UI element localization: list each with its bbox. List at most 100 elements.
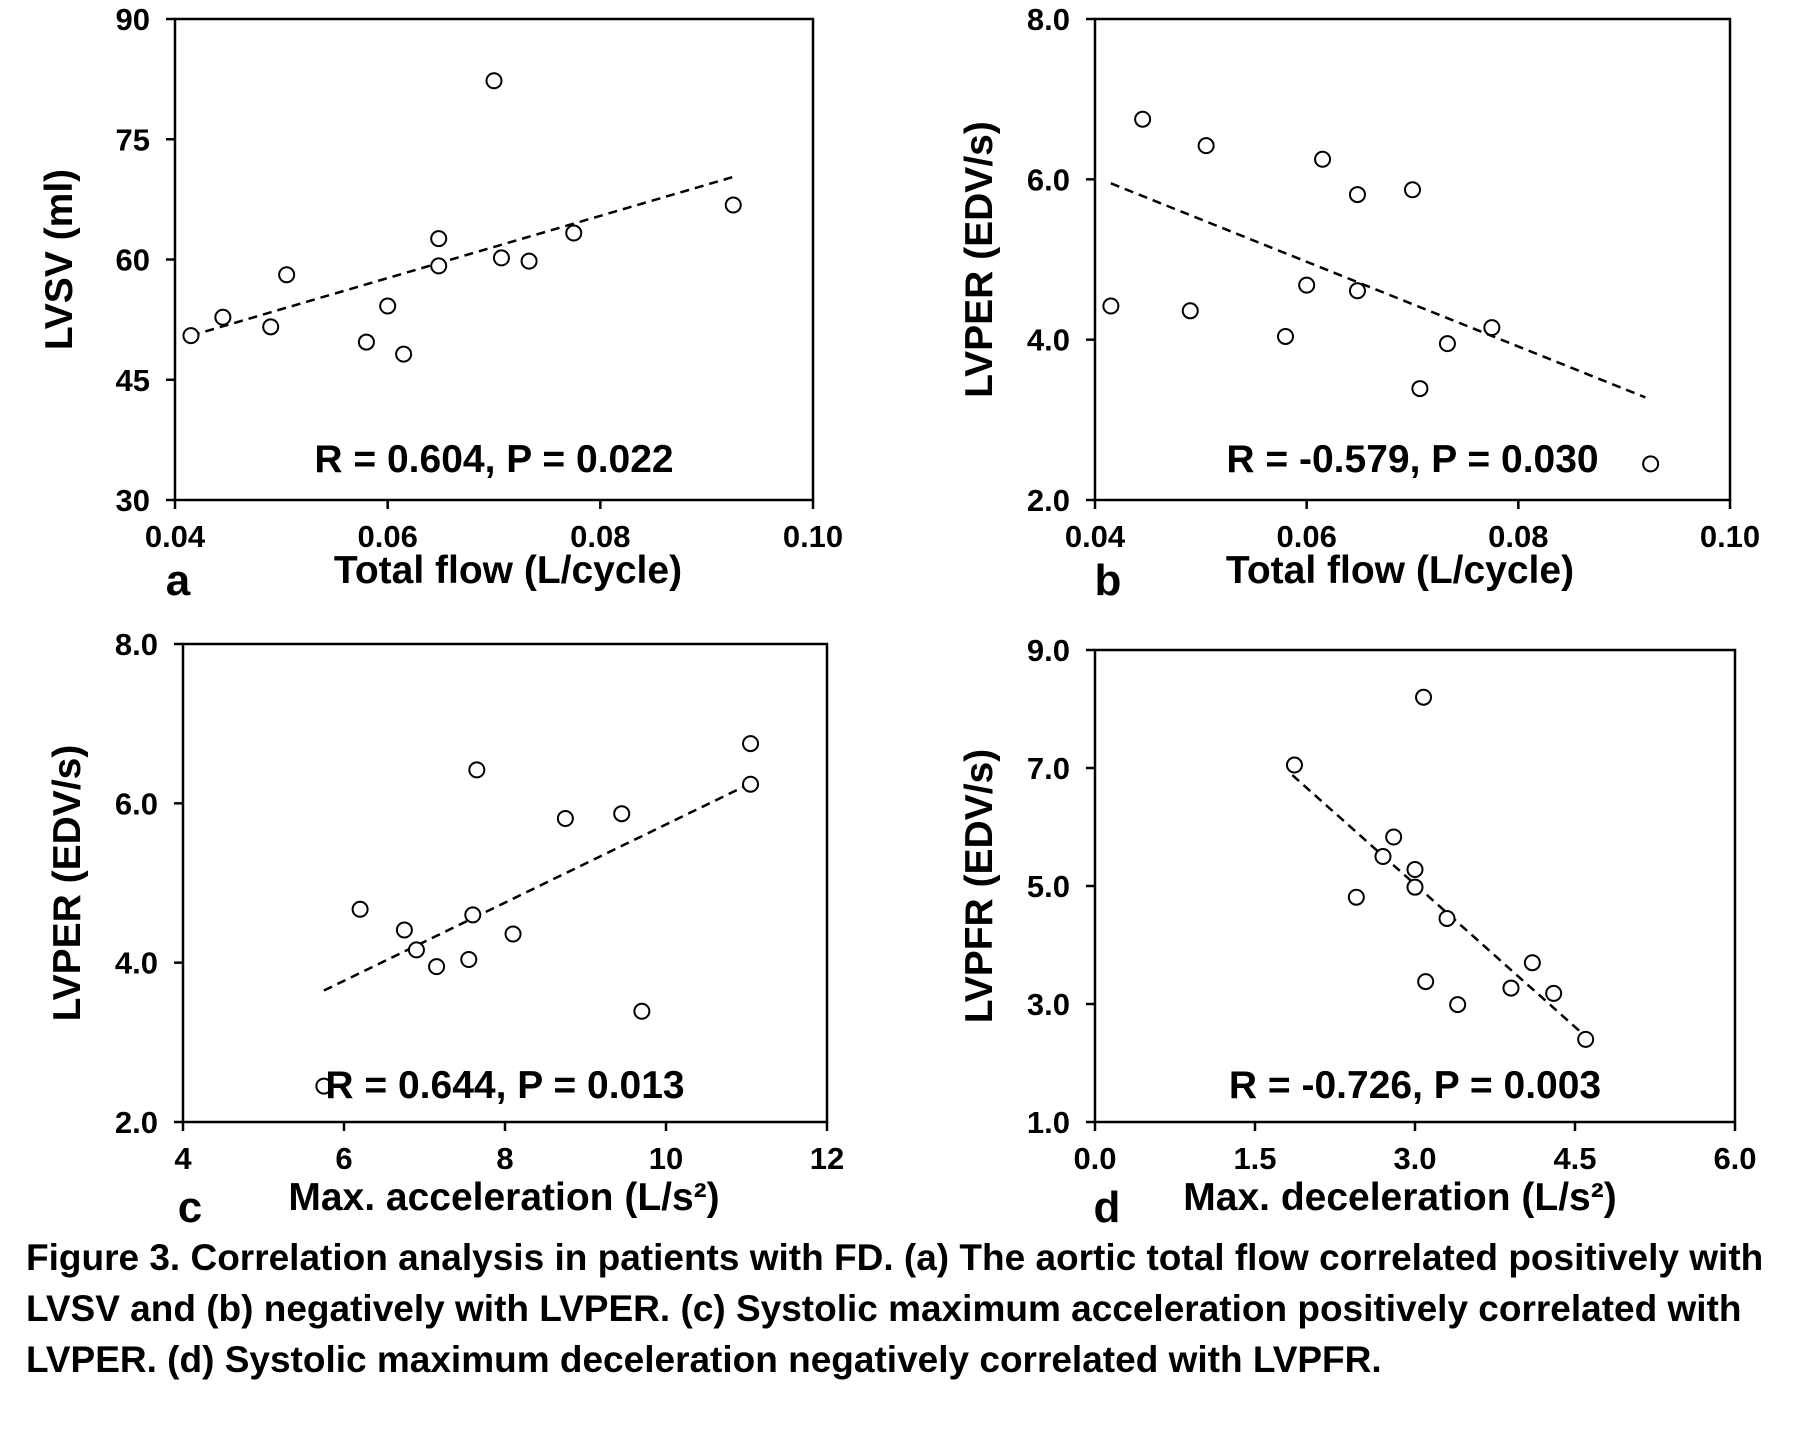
data-point bbox=[633, 1002, 651, 1020]
data-point bbox=[1411, 380, 1429, 398]
chart-panel-b: 0.04 0.06 0.08 0.10 2.0 4.0 6.0 8.0 LVPER (EDV/s… bbox=[958, 2, 1760, 605]
data-point bbox=[1406, 860, 1424, 878]
chart-panel-a: 0.04 0.06 0.08 0.10 30 45 60 75 90 LVSV (ml) Total… bbox=[38, 2, 843, 605]
data-point bbox=[182, 327, 200, 345]
data-point bbox=[1438, 909, 1456, 927]
data-point bbox=[1523, 954, 1541, 972]
x-tick-label: 3.0 bbox=[1393, 1141, 1436, 1176]
data-point bbox=[351, 900, 369, 918]
y-axis-label: LVPFR (EDV/s) bbox=[958, 749, 1001, 1023]
chart-panel-c: 4 6 8 10 12 2.0 4.0 6.0 8.0 LVPER (EDV/s) Max. acc… bbox=[46, 627, 844, 1225]
x-tick-label: 0.04 bbox=[145, 519, 206, 554]
y-tick-label: 45 bbox=[116, 363, 150, 398]
data-point bbox=[357, 333, 375, 351]
data-point bbox=[565, 224, 583, 242]
data-point bbox=[460, 950, 478, 968]
x-axis-label: Max. deceleration (L/s²) bbox=[1183, 1176, 1616, 1219]
data-point bbox=[1347, 888, 1365, 906]
chart-panel-d: 0.0 1.5 3.0 4.5 6.0 1.0 3.0 5.0 7.0 9.0 LVPFR (EDV… bbox=[958, 633, 1757, 1225]
x-axis-label: Max. acceleration (L/s²) bbox=[288, 1176, 719, 1219]
data-point bbox=[742, 735, 760, 753]
y-tick-label: 1.0 bbox=[1027, 1105, 1070, 1140]
y-tick-label: 7.0 bbox=[1027, 751, 1070, 786]
data-point bbox=[395, 345, 413, 363]
y-tick-label: 90 bbox=[116, 2, 150, 37]
stat-annotation: R = 0.644, P = 0.013 bbox=[325, 1064, 684, 1107]
data-point bbox=[407, 941, 425, 959]
panel-letter: b bbox=[1095, 556, 1122, 605]
x-tick-label: 4 bbox=[174, 1141, 192, 1176]
data-point bbox=[613, 805, 631, 823]
plot-frame bbox=[1093, 17, 1732, 502]
x-tick-label: 6 bbox=[335, 1141, 352, 1176]
data-point bbox=[1277, 327, 1294, 345]
trendline bbox=[190, 175, 734, 337]
y-tick-label: 9.0 bbox=[1027, 633, 1070, 668]
x-axis-label: Total flow (L/cycle) bbox=[1226, 549, 1574, 592]
x-axis-label: Total flow (L/cycle) bbox=[334, 549, 682, 592]
trendline bbox=[323, 782, 752, 992]
panel-letter: d bbox=[1094, 1183, 1121, 1225]
data-point bbox=[430, 230, 448, 248]
y-tick-label: 60 bbox=[116, 243, 150, 278]
data-point bbox=[742, 775, 760, 793]
x-tick-label: 0.06 bbox=[1276, 519, 1336, 554]
data-point bbox=[492, 249, 510, 267]
x-tick-label: 0.0 bbox=[1073, 1141, 1116, 1176]
x-tick-label: 0.04 bbox=[1065, 519, 1126, 554]
y-tick-label: 6.0 bbox=[115, 786, 158, 821]
x-tick-label: 12 bbox=[810, 1141, 844, 1176]
data-point bbox=[262, 318, 280, 336]
data-point bbox=[464, 906, 482, 924]
data-point bbox=[428, 958, 446, 976]
y-tick-label: 2.0 bbox=[115, 1105, 158, 1140]
x-tick-label: 1.5 bbox=[1233, 1141, 1276, 1176]
y-tick-label: 8.0 bbox=[1027, 2, 1070, 37]
y-tick-label: 3.0 bbox=[1027, 987, 1070, 1022]
trendline bbox=[1110, 182, 1646, 399]
data-point bbox=[1415, 688, 1433, 706]
data-point bbox=[724, 196, 742, 214]
x-tick-label: 0.06 bbox=[357, 519, 417, 554]
data-point bbox=[468, 761, 486, 779]
data-point bbox=[1577, 1030, 1595, 1048]
data-point bbox=[1642, 455, 1660, 473]
data-point bbox=[1348, 282, 1366, 300]
y-tick-label: 4.0 bbox=[1027, 323, 1070, 358]
data-point bbox=[520, 252, 538, 270]
data-point bbox=[379, 297, 397, 315]
stat-annotation: R = -0.579, P = 0.030 bbox=[1226, 438, 1598, 481]
data-point bbox=[1134, 110, 1152, 128]
y-tick-label: 30 bbox=[116, 483, 150, 518]
data-point bbox=[1438, 335, 1456, 353]
x-tick-label: 0.08 bbox=[1488, 519, 1548, 554]
y-tick-label: 6.0 bbox=[1027, 162, 1070, 197]
data-point bbox=[1406, 878, 1424, 896]
data-point bbox=[1417, 973, 1435, 991]
x-tick-label: 0.08 bbox=[570, 519, 630, 554]
y-tick-label: 4.0 bbox=[115, 946, 158, 981]
trendline bbox=[1291, 774, 1587, 1038]
data-point bbox=[1449, 996, 1467, 1014]
y-axis-label: LVSV (ml) bbox=[38, 169, 81, 350]
data-point bbox=[1181, 302, 1199, 320]
stat-annotation: R = 0.604, P = 0.022 bbox=[314, 438, 673, 481]
data-point bbox=[1385, 828, 1403, 846]
x-tick-label: 4.5 bbox=[1553, 1141, 1596, 1176]
y-axis-label: LVPER (EDV/s) bbox=[46, 745, 89, 1022]
stat-annotation: R = -0.726, P = 0.003 bbox=[1229, 1064, 1601, 1107]
data-point bbox=[485, 72, 503, 90]
data-point bbox=[315, 1077, 333, 1095]
x-tick-label: 8 bbox=[496, 1141, 513, 1176]
x-tick-label: 6.0 bbox=[1713, 1141, 1756, 1176]
x-tick-label: 10 bbox=[649, 1141, 683, 1176]
data-point bbox=[278, 266, 296, 284]
panel-letter: c bbox=[178, 1183, 202, 1225]
data-point bbox=[556, 809, 574, 827]
data-point bbox=[1502, 979, 1520, 997]
figure-caption: Figure 3. Correlation analysis in patien… bbox=[26, 1237, 1764, 1380]
x-tick-label: 0.10 bbox=[783, 519, 843, 554]
data-point bbox=[1285, 756, 1303, 774]
data-point bbox=[1483, 319, 1501, 337]
